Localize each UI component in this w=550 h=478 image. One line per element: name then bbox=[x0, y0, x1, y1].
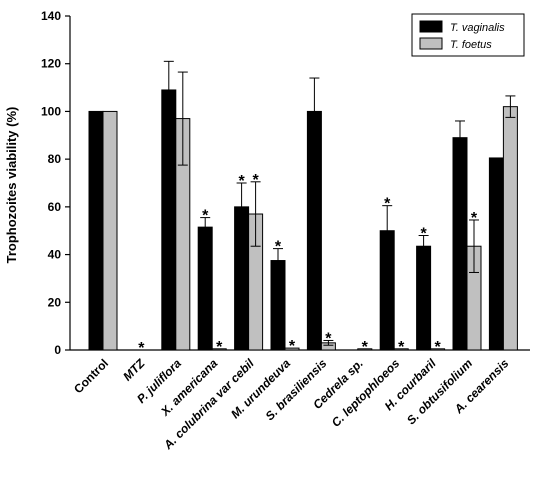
significance-marker: * bbox=[434, 339, 441, 356]
significance-marker: * bbox=[420, 225, 427, 242]
bar-t-foetus bbox=[357, 348, 373, 351]
significance-marker: * bbox=[202, 208, 209, 225]
y-tick-label: 140 bbox=[41, 9, 61, 23]
y-axis-label: Trophozoites viability (%) bbox=[4, 107, 19, 264]
bars-group: * * * * * * * * * * * * * * bbox=[88, 60, 518, 357]
bar-t-foetus bbox=[284, 347, 300, 351]
bar-t-vaginalis bbox=[452, 137, 468, 351]
significance-marker: * bbox=[238, 173, 245, 190]
significance-marker: * bbox=[252, 172, 259, 189]
category-label: Control bbox=[71, 356, 111, 396]
y-tick-label: 20 bbox=[48, 295, 62, 309]
legend-swatch bbox=[419, 37, 443, 50]
legend: T. vaginalis T. foetus bbox=[411, 13, 525, 57]
bar-t-vaginalis bbox=[234, 206, 250, 351]
bar-t-foetus bbox=[102, 110, 118, 351]
bar-t-vaginalis bbox=[306, 110, 322, 351]
y-tick-label: 40 bbox=[48, 248, 62, 262]
significance-marker: * bbox=[398, 339, 405, 356]
y-tick-label: 60 bbox=[48, 200, 62, 214]
significance-marker: * bbox=[275, 239, 282, 256]
bar-t-vaginalis bbox=[488, 157, 504, 351]
significance-marker: * bbox=[216, 339, 223, 356]
significance-marker: * bbox=[471, 210, 478, 227]
bar-t-foetus bbox=[393, 348, 409, 351]
category-label: S. obtusifolium bbox=[404, 356, 475, 427]
bar-t-vaginalis bbox=[197, 226, 213, 351]
bar-t-foetus bbox=[502, 106, 518, 351]
bar-t-vaginalis bbox=[161, 89, 177, 351]
significance-marker: * bbox=[138, 340, 145, 357]
significance-marker: * bbox=[325, 330, 332, 347]
bar-t-foetus bbox=[430, 348, 446, 351]
significance-marker: * bbox=[289, 338, 296, 355]
significance-marker: * bbox=[362, 339, 369, 356]
bar-t-foetus bbox=[211, 348, 227, 351]
legend-swatch bbox=[419, 20, 443, 33]
legend-label: T. vaginalis bbox=[450, 22, 505, 34]
bar-t-vaginalis bbox=[88, 110, 104, 351]
category-label: MTZ bbox=[120, 356, 148, 384]
bar-t-vaginalis bbox=[270, 260, 286, 351]
bar-t-vaginalis bbox=[416, 245, 432, 351]
y-tick-label: 0 bbox=[54, 343, 61, 357]
bar-t-vaginalis bbox=[379, 230, 395, 351]
legend-label: T. foetus bbox=[450, 39, 492, 51]
significance-marker: * bbox=[384, 196, 391, 213]
y-tick-label: 120 bbox=[41, 57, 61, 71]
y-tick-label: 80 bbox=[48, 152, 62, 166]
y-tick-label: 100 bbox=[41, 104, 61, 118]
